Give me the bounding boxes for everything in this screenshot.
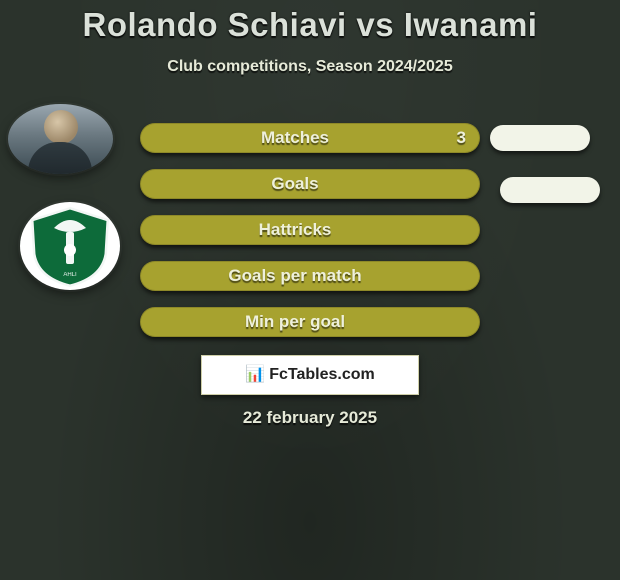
date-stamp: 22 february 2025 [0,408,620,428]
stat-row: Hattricks [140,215,480,245]
stat-row: Goals per match [140,261,480,291]
stat-value: 3 [457,123,466,153]
page-subtitle: Club competitions, Season 2024/2025 [0,58,620,76]
crest-icon: AHLI [20,202,120,290]
stat-row: Min per goal [140,307,480,337]
stat-bar [140,307,480,337]
player1-avatar [8,104,113,174]
stat-bar [140,215,480,245]
page-title: Rolando Schiavi vs Iwanami [0,0,620,44]
player2-crest: AHLI [20,202,120,290]
logo-text: FcTables.com [269,366,375,384]
stat-bar [140,169,480,199]
stat-bar [140,261,480,291]
logo-chart-icon: 📊 [245,367,265,383]
stat-row: Matches 3 [140,123,480,153]
stat-bars: Matches 3 Goals Hattricks Goals per matc… [140,123,480,353]
stat-row: Goals [140,169,480,199]
opponent-pill-1 [490,125,590,151]
stat-bar [140,123,480,153]
comparison-card: Rolando Schiavi vs Iwanami Club competit… [0,0,620,580]
opponent-pill-2 [500,177,600,203]
avatar-column: AHLI [8,104,118,290]
source-logo: 📊 FcTables.com [201,355,419,395]
svg-text:AHLI: AHLI [63,272,77,278]
